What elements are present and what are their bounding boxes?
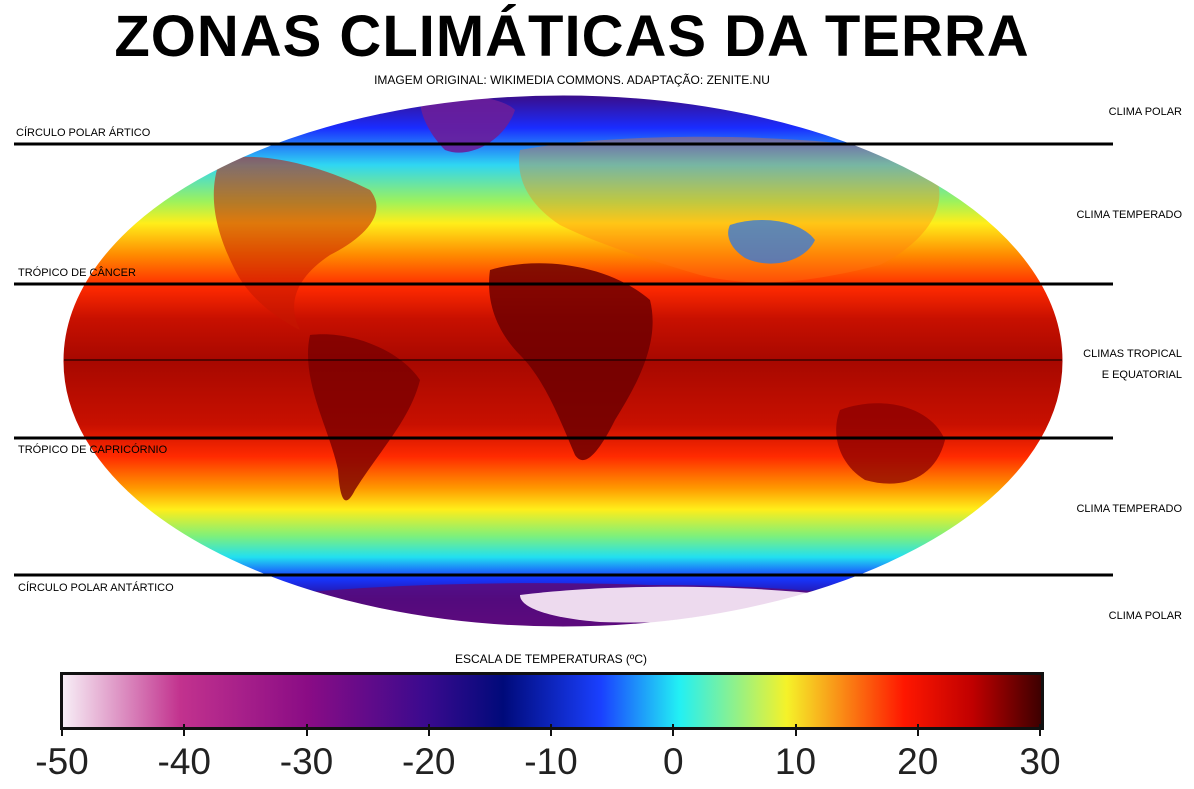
zone-polar-south: CLIMA POLAR [1108, 610, 1182, 622]
zone-tropical-line2: E EQUATORIAL [1101, 369, 1182, 381]
scale-tick [61, 724, 63, 736]
scale-tick [916, 724, 919, 736]
scale-tick-label: 0 [662, 741, 684, 782]
scale-tick [1039, 724, 1041, 736]
scale-tick-label: 10 [774, 741, 817, 782]
temperature-scale-title: ESCALA DE TEMPERATURAS (ºC) [455, 652, 647, 666]
scale-tick [672, 724, 675, 736]
tropic-of-capricorn-label: TRÓPICO DE CAPRICÓRNIO [18, 444, 168, 456]
image-credit: IMAGEM ORIGINAL: WIKIMEDIA COMMONS. ADAP… [374, 73, 770, 87]
tropic-of-cancer-label: TRÓPICO DE CÂNCER [18, 267, 136, 279]
zone-temperate-north: CLIMA TEMPERADO [1076, 209, 1182, 221]
scale-tick [427, 724, 430, 736]
arctic-circle-label: CÍRCULO POLAR ÁRTICO [16, 127, 151, 139]
scale-tick-label: -10 [524, 741, 578, 782]
antarctic-circle-label: CÍRCULO POLAR ANTÁRTICO [18, 582, 174, 594]
globe-surface [63, 95, 1063, 627]
scale-tick [550, 724, 552, 736]
temperature-colorbar [60, 672, 1044, 730]
zone-temperate-south: CLIMA TEMPERADO [1076, 503, 1182, 515]
scale-tick-label: -30 [279, 741, 334, 782]
zone-tropical-line1: CLIMAS TROPICAL [1083, 348, 1182, 360]
scale-tick [305, 724, 308, 736]
scale-tick-label: -50 [35, 741, 89, 782]
scale-tick [794, 724, 797, 736]
scale-tick-label: -40 [157, 741, 211, 782]
scale-tick-label: -20 [402, 741, 456, 782]
scale-tick-label: 20 [897, 741, 939, 782]
page-title: ZONAS CLIMÁTICAS DA TERRA [114, 4, 1030, 69]
zone-polar-north: CLIMA POLAR [1108, 106, 1182, 118]
scale-tick [183, 724, 186, 736]
scale-tick-label: 30 [1019, 741, 1061, 782]
